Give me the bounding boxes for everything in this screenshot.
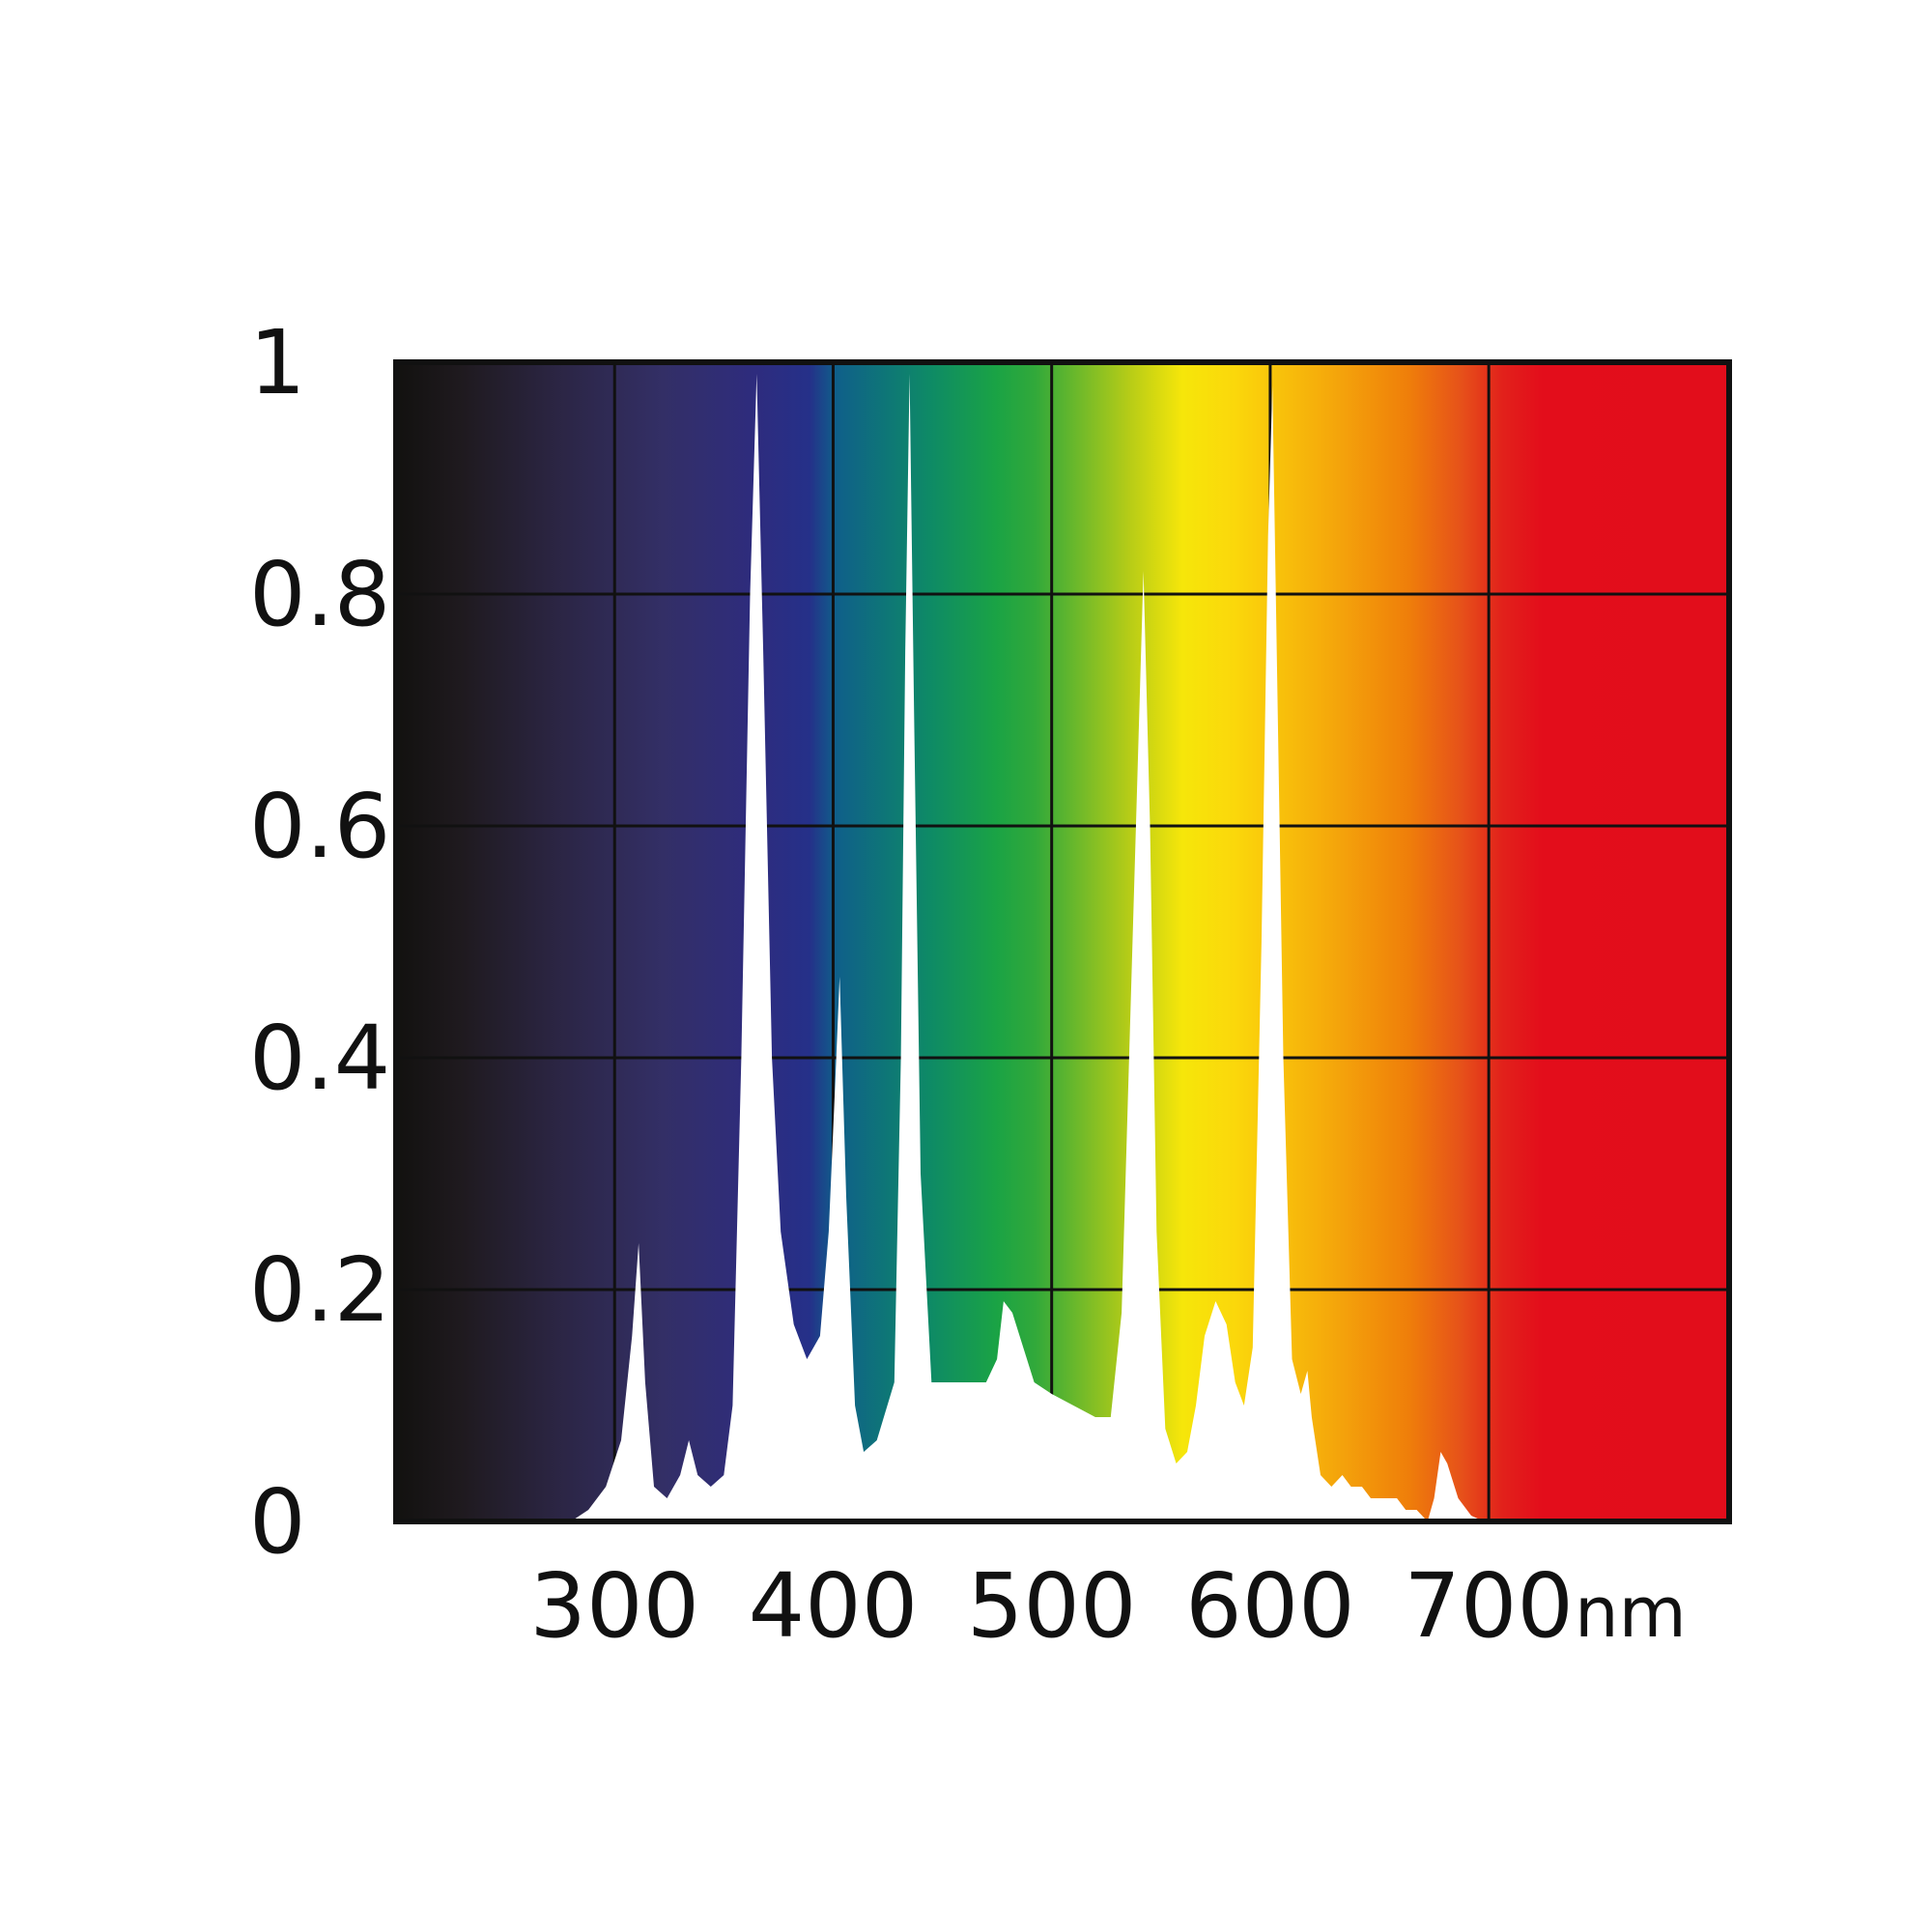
x-tick-label: 700: [1404, 1554, 1574, 1658]
x-tick-label: 300: [529, 1554, 699, 1658]
y-tick-label: 1: [249, 311, 306, 414]
y-axis-labels: 0 0.2 0.4 0.6 0.8 1: [249, 311, 390, 1574]
x-tick-label: 600: [1185, 1554, 1355, 1658]
y-tick-label: 0.4: [249, 1007, 390, 1110]
x-tick-label: 400: [749, 1554, 919, 1658]
plot-background: [396, 362, 1729, 1521]
y-tick-label: 0: [249, 1470, 306, 1574]
plot-frame: [393, 359, 1732, 1524]
x-axis-labels: 300 400 500 600 700: [529, 1554, 1574, 1658]
y-tick-label: 0.8: [249, 543, 390, 646]
y-tick-label: 0.6: [249, 775, 390, 878]
x-axis-unit-label: nm: [1575, 1572, 1687, 1653]
y-tick-label: 0.2: [249, 1238, 390, 1342]
x-tick-label: 500: [967, 1554, 1137, 1658]
emission-spectrum-area: [571, 374, 1485, 1521]
